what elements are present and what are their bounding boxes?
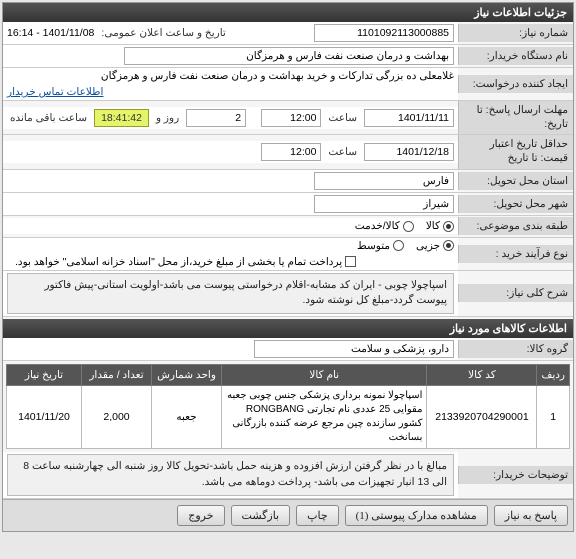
exit-button[interactable]: خروج [177,505,224,526]
row-need-title: شرح کلی نیاز: اسپاچولا چوبی - ایران کد م… [3,271,573,318]
row-buyer-org: نام دستگاه خریدار: بهداشت و درمان صنعت ن… [3,45,573,68]
goods-table-wrap: ردیف کد کالا نام کالا واحد شمارش تعداد /… [3,361,573,452]
footer-buttons: پاسخ به نیاز مشاهده مدارک پیوستی (1) چاپ… [3,499,573,531]
radio-icon [393,240,404,251]
th-unit: واحد شمارش [152,365,222,386]
panel-title: جزئیات اطلاعات نیاز [3,3,573,22]
contact-buyer-link[interactable]: اطلاعات تماس خریدار [7,86,103,98]
th-code: کد کالا [427,365,537,386]
row-requester: ایجاد کننده درخواست: غلامعلی ده بزرگی تد… [3,68,573,101]
requester-value: غلامعلی ده بزرگی تدارکات و خرید بهداشت و… [101,70,454,82]
label-topic: طبقه بندی موضوعی: [458,217,573,235]
cell-qty: 2,000 [82,386,152,449]
pt-medium-radio[interactable]: متوسط [357,240,404,252]
countdown-timer: 18:41:42 [94,109,149,127]
cell-row: 1 [537,386,570,449]
label-buyer-notes: توضیحات خریدار: [458,466,573,484]
need-title-text: اسپاچولا چوبی - ایران کد مشابه-اقلام درخ… [7,273,454,315]
pt-partial-label: جزیی [416,240,440,252]
label-buyer-org: نام دستگاه خریدار: [458,47,573,65]
value-reply-deadline: 1401/11/11 ساعت 12:00 2 روز و 18:41:42 س… [3,107,458,129]
value-goods-group: دارو، پزشکی و سلامت [3,338,458,360]
print-button[interactable]: چاپ [296,505,339,526]
value-need-no: 1101092113000885 تاریخ و ساعت اعلان عموم… [3,22,458,44]
time-label-1: ساعت [325,112,360,124]
need-no-value: 1101092113000885 [314,24,454,42]
label-need-title: شرح کلی نیاز: [458,284,573,302]
label-reply-deadline: مهلت ارسال پاسخ: تا تاریخ: [458,101,573,134]
day-and-label: روز و [153,112,182,124]
label-city: شهر محل تحویل: [458,195,573,213]
row-need-no: شماره نیاز: 1101092113000885 تاریخ و ساع… [3,22,573,45]
th-qty: تعداد / مقدار [82,365,152,386]
radio-icon [443,221,454,232]
goods-section-header: اطلاعات کالاهای مورد نیاز [3,319,573,338]
topic-goods-label: کالا [426,220,440,232]
row-topic: طبقه بندی موضوعی: کالا کالا/خدمت [3,216,573,238]
days-remaining: 2 [186,109,246,127]
goods-group-value: دارو، پزشکی و سلامت [254,340,454,358]
value-purchase-type: جزیی متوسط پرداخت تمام یا بخشی از مبلغ خ… [3,238,458,270]
label-province: استان محل تحویل: [458,172,573,190]
row-city: شهر محل تحویل: شیراز [3,193,573,216]
value-buyer-notes: مبالغ با در نظر گرفتن ارزش افزوده و هزین… [3,452,458,498]
attachments-button[interactable]: مشاهده مدارک پیوستی (1) [345,505,488,526]
topic-service-radio[interactable]: کالا/خدمت [355,220,414,232]
need-details-panel: جزئیات اطلاعات نیاز شماره نیاز: 11010921… [2,2,574,532]
city-value: شیراز [314,195,454,213]
table-row[interactable]: 1 2133920704290001 اسپاچولا نمونه برداری… [7,386,570,449]
pt-partial-radio[interactable]: جزیی [416,240,454,252]
remaining-label: ساعت باقی مانده [7,112,90,124]
installment-note: پرداخت تمام یا بخشی از مبلغ خرید،از محل … [15,256,342,268]
table-header-row: ردیف کد کالا نام کالا واحد شمارش تعداد /… [7,365,570,386]
installment-check[interactable]: پرداخت تمام یا بخشی از مبلغ خرید،از محل … [15,256,356,268]
row-reply-deadline: مهلت ارسال پاسخ: تا تاریخ: 1401/11/11 سا… [3,101,573,135]
th-name: نام کالا [222,365,427,386]
reply-date-input[interactable]: 1401/11/11 [364,109,454,127]
time-label-2: ساعت [325,146,360,158]
value-province: فارس [3,170,458,192]
price-date-input[interactable]: 1401/12/18 [364,143,454,161]
pt-medium-label: متوسط [357,240,390,252]
value-buyer-org: بهداشت و درمان صنعت نفت فارس و هرمزگان [3,45,458,67]
topic-goods-radio[interactable]: کالا [426,220,454,232]
radio-icon [443,240,454,251]
row-purchase-type: نوع فرآیند خرید : جزیی متوسط پرداخت تمام… [3,238,573,271]
reply-button[interactable]: پاسخ به نیاز [494,505,568,526]
value-need-title: اسپاچولا چوبی - ایران کد مشابه-اقلام درخ… [3,271,458,317]
topic-service-label: کالا/خدمت [355,220,400,232]
checkbox-icon [345,256,356,267]
radio-icon [403,221,414,232]
buyer-org-value: بهداشت و درمان صنعت نفت فارس و هرمزگان [124,47,454,65]
th-row: ردیف [537,365,570,386]
th-date: تاریخ نیاز [7,365,82,386]
cell-name: اسپاچولا نمونه برداری پزشکی جنس چوبی جعب… [222,386,427,449]
announce-value: 1401/11/08 - 16:14 [7,27,94,39]
price-time-input[interactable]: 12:00 [261,143,321,161]
row-goods-group: گروه کالا: دارو، پزشکی و سلامت [3,338,573,361]
label-requester: ایجاد کننده درخواست: [458,75,573,93]
announce-label: تاریخ و ساعت اعلان عمومی: [98,27,228,39]
row-buyer-notes: توضیحات خریدار: مبالغ با در نظر گرفتن ار… [3,452,573,499]
back-button[interactable]: بازگشت [231,505,291,526]
label-goods-group: گروه کالا: [458,340,573,358]
cell-code: 2133920704290001 [427,386,537,449]
row-price-validity: حداقل تاریخ اعتبار قیمت: تا تاریخ 1401/1… [3,135,573,169]
cell-unit: جعبه [152,386,222,449]
value-topic: کالا کالا/خدمت [3,218,458,234]
row-province: استان محل تحویل: فارس [3,170,573,193]
value-city: شیراز [3,193,458,215]
label-purchase-type: نوع فرآیند خرید : [458,245,573,263]
buyer-notes-text: مبالغ با در نظر گرفتن ارزش افزوده و هزین… [7,454,454,496]
reply-time-input[interactable]: 12:00 [261,109,321,127]
value-price-validity: 1401/12/18 ساعت 12:00 [3,141,458,163]
label-need-no: شماره نیاز: [458,24,573,42]
goods-table: ردیف کد کالا نام کالا واحد شمارش تعداد /… [6,364,570,449]
label-price-validity: حداقل تاریخ اعتبار قیمت: تا تاریخ [458,135,573,168]
value-requester: غلامعلی ده بزرگی تدارکات و خرید بهداشت و… [3,68,458,100]
cell-date: 1401/11/20 [7,386,82,449]
province-value: فارس [314,172,454,190]
